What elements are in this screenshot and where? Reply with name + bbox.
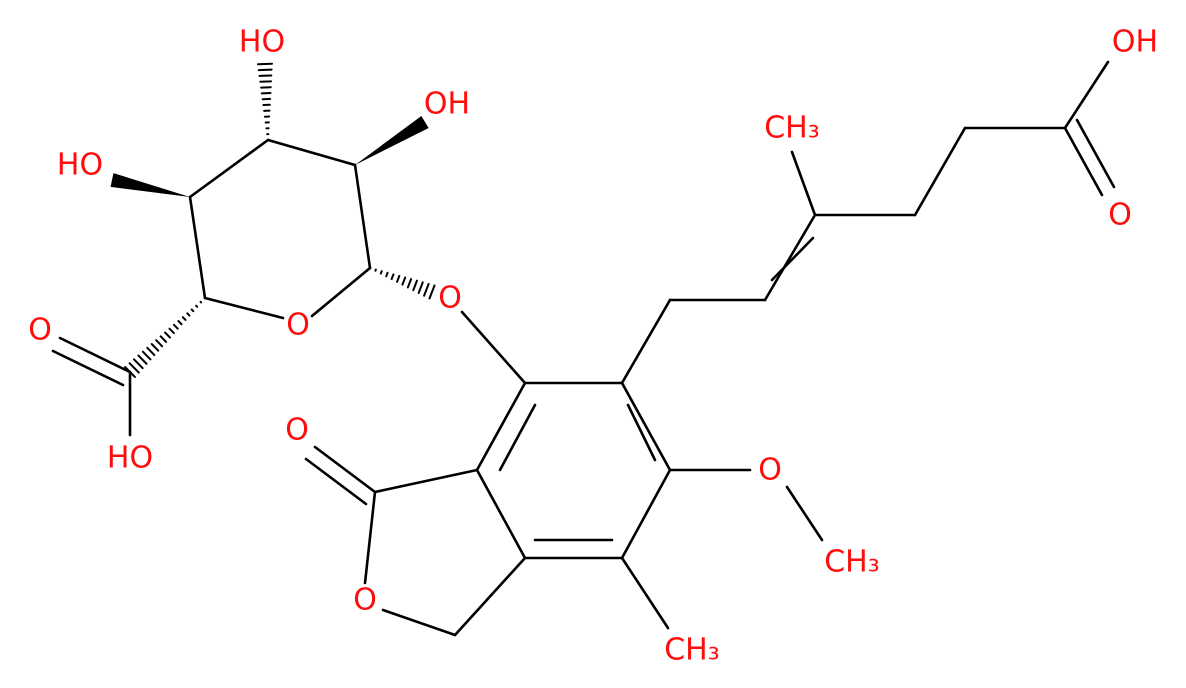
atom-label: OH [1112, 25, 1158, 60]
stereo-bond [164, 331, 171, 339]
stereo-bond [128, 362, 140, 374]
stereo-bond [406, 278, 413, 289]
stereo-bond [177, 320, 183, 326]
stereo-bond [168, 327, 175, 335]
stereo-bond [417, 281, 424, 294]
bonds [51, 60, 1116, 637]
stereo-bond [428, 284, 436, 300]
stereo-bond [159, 335, 168, 343]
stereo-bond [195, 304, 199, 308]
stereo-bond [132, 358, 144, 370]
stereo-bond [190, 308, 195, 313]
atom-label: O [286, 308, 310, 343]
stereo-bond [390, 273, 395, 281]
stereo-bond [423, 282, 430, 297]
stereo-bonds [110, 62, 436, 378]
atom-label: HO [107, 441, 153, 476]
atom-label: HO [239, 25, 285, 60]
stereo-bond [199, 300, 203, 304]
atom-label: O [438, 281, 462, 316]
atom-label: O [353, 583, 377, 618]
stereo-bond [401, 276, 407, 286]
stereo-bond [155, 339, 164, 348]
stereo-bond [172, 323, 179, 330]
stereo-bond [379, 270, 383, 275]
stereo-bond [385, 271, 389, 278]
stereo-bond [124, 366, 136, 378]
atom-label: O [285, 413, 309, 448]
atom-label: CH₃ [764, 111, 820, 146]
atom-label: O [28, 313, 52, 348]
stereo-bond [137, 354, 148, 365]
stereo-bond [110, 173, 190, 197]
atom-labels: HO OH HO O O O HO O O O CH₃ CH₃ CH₃ OH O [28, 25, 1158, 668]
stereo-bond [141, 350, 152, 361]
atom-label: O [758, 453, 782, 488]
stereo-bond [396, 274, 401, 283]
atom-label: CH₃ [664, 633, 720, 668]
stereo-bond [150, 343, 160, 352]
stereo-bond [355, 116, 429, 165]
stereo-bond [257, 62, 273, 66]
stereo-bond [146, 346, 156, 357]
atom-label: O [1108, 198, 1132, 233]
atom-label: HO [57, 148, 103, 183]
stereo-bond [257, 68, 273, 72]
stereo-bond [412, 279, 418, 292]
atom-label: CH₃ [824, 545, 880, 580]
atom-label: OH [424, 87, 470, 122]
stereo-bond [181, 316, 187, 321]
stereo-bond [186, 312, 191, 317]
